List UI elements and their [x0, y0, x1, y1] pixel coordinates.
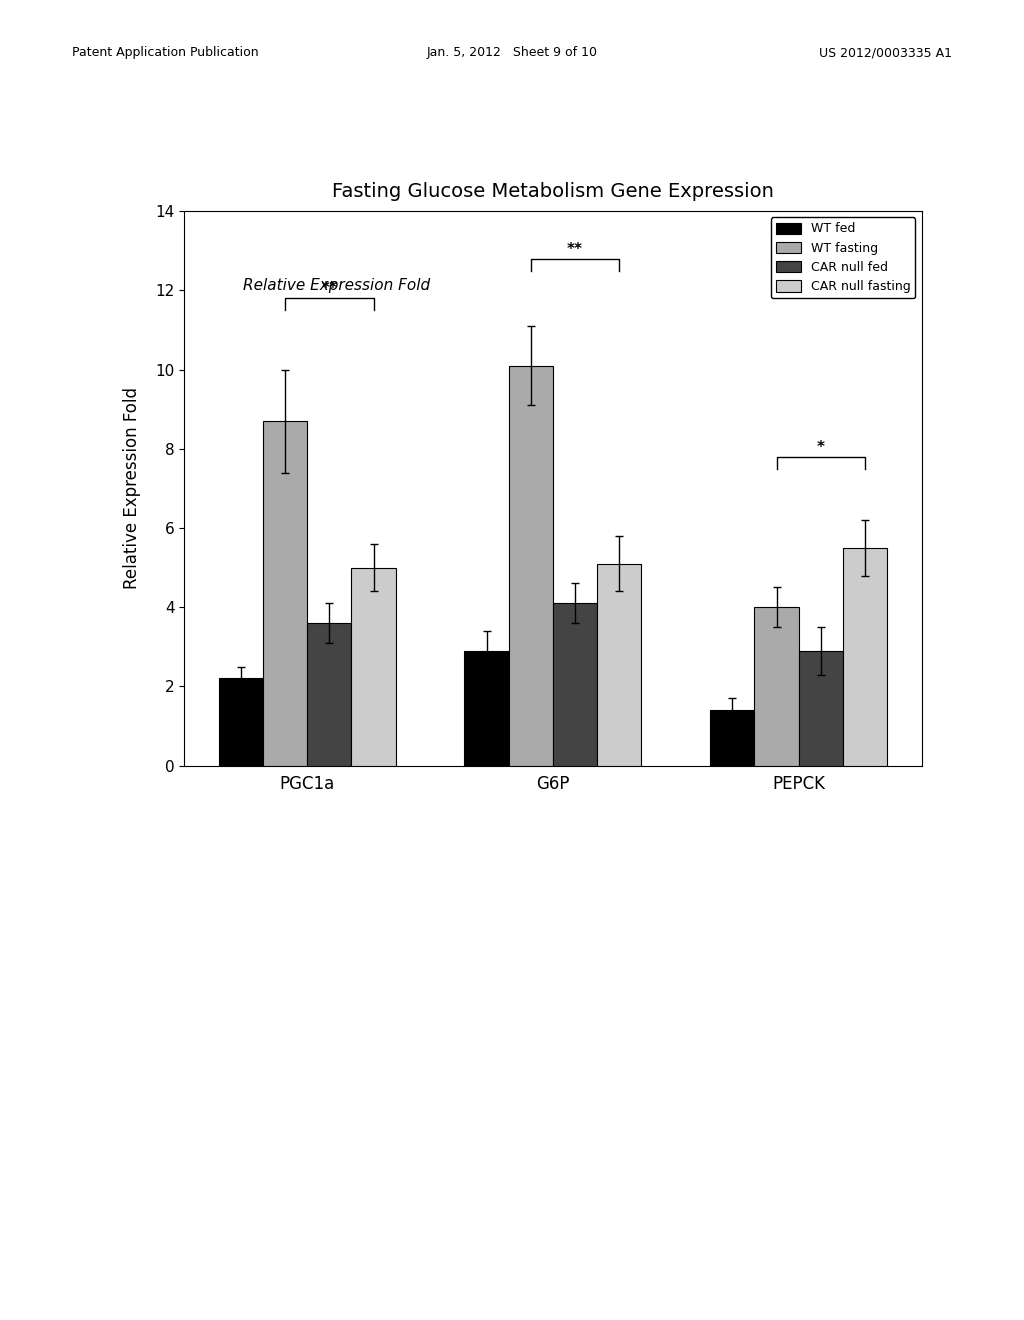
Bar: [799, 651, 843, 766]
Bar: [351, 568, 395, 766]
Bar: [553, 603, 597, 766]
Bar: [465, 651, 509, 766]
Text: US 2012/0003335 A1: US 2012/0003335 A1: [819, 46, 952, 59]
Text: Patent Application Publication: Patent Application Publication: [72, 46, 258, 59]
Title: Fasting Glucose Metabolism Gene Expression: Fasting Glucose Metabolism Gene Expressi…: [332, 182, 774, 202]
Bar: [307, 623, 351, 766]
Legend: WT fed, WT fasting, CAR null fed, CAR null fasting: WT fed, WT fasting, CAR null fed, CAR nu…: [771, 218, 915, 298]
Text: **: **: [322, 281, 337, 297]
Bar: [509, 366, 553, 766]
Bar: [755, 607, 799, 766]
Bar: [263, 421, 307, 766]
Y-axis label: Relative Expression Fold: Relative Expression Fold: [124, 387, 141, 590]
Text: *: *: [817, 440, 825, 454]
Bar: [219, 678, 263, 766]
Text: **: **: [567, 242, 583, 256]
Bar: [711, 710, 755, 766]
Bar: [843, 548, 887, 766]
Bar: [597, 564, 641, 766]
Text: Jan. 5, 2012   Sheet 9 of 10: Jan. 5, 2012 Sheet 9 of 10: [427, 46, 597, 59]
Text: Relative Expression Fold: Relative Expression Fold: [244, 277, 430, 293]
